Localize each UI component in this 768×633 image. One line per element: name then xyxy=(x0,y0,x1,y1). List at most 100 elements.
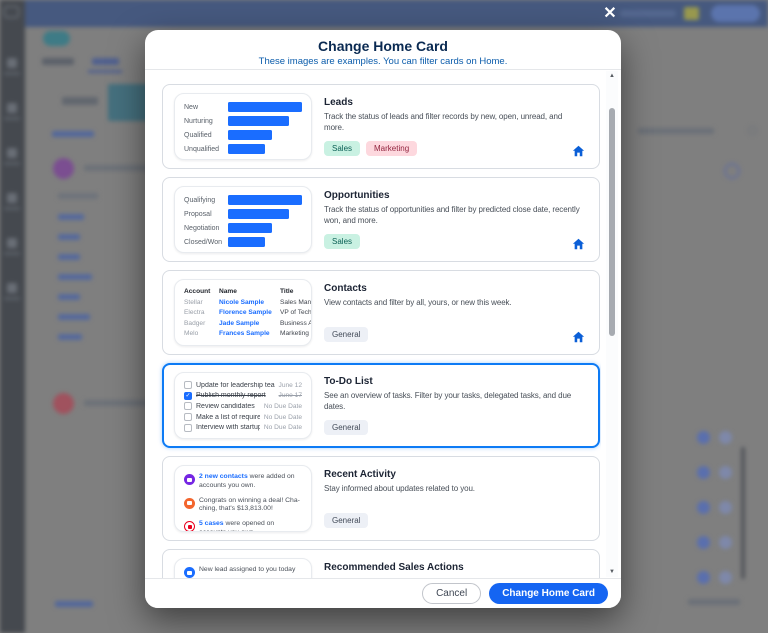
table-header: Title xyxy=(280,288,294,295)
bar-label: Negotiation xyxy=(184,224,220,232)
card-content: Leads Track the status of leads and filt… xyxy=(324,94,588,159)
card-content: Contacts View contacts and filter by all… xyxy=(324,280,588,345)
table-cell: Melo xyxy=(184,330,199,338)
bar-label: Closed/Won xyxy=(184,238,223,246)
table-cell-link: Frances Sample xyxy=(219,330,270,338)
background-scrollbar xyxy=(741,447,745,579)
case-icon xyxy=(184,521,195,531)
app-sidebar xyxy=(0,0,25,633)
sidebar-item-icon xyxy=(7,103,17,113)
tab-blur xyxy=(42,58,74,65)
row-action-icon xyxy=(719,536,732,549)
sidebar-item-label xyxy=(4,162,20,165)
todo-label: Update for leadership team xyxy=(196,381,275,389)
row-action-icon xyxy=(697,536,710,549)
card-title: Recent Activity xyxy=(324,469,396,480)
checkbox-icon: ✓ xyxy=(184,413,192,422)
opportunities-preview-chart: Qualifying Proposal Negotiation Closed/W… xyxy=(174,186,312,253)
row-action-icon xyxy=(697,501,710,514)
card-leads[interactable]: New Nurturing Qualified Unqualified Lead… xyxy=(162,84,600,169)
link-blur xyxy=(58,214,84,220)
row-action-icon xyxy=(719,501,732,514)
card-title: Leads xyxy=(324,97,353,108)
modal-header: Change Home Card These images are exampl… xyxy=(145,30,621,70)
modal-scrollbar[interactable]: ▲ ▼ xyxy=(606,71,618,577)
card-title: To-Do List xyxy=(324,376,373,387)
close-icon[interactable]: ✕ xyxy=(603,5,617,22)
link-blur xyxy=(52,131,94,137)
todo-date: June 17 xyxy=(278,392,302,400)
text-blur xyxy=(638,128,714,134)
todo-label: Interview with startup xyxy=(196,424,260,432)
bar-track xyxy=(228,116,302,126)
app-logo-blur xyxy=(43,31,70,46)
link-blur xyxy=(55,601,93,607)
change-home-card-button[interactable]: Change Home Card xyxy=(489,583,608,604)
table-header: Name xyxy=(219,288,237,295)
card-contacts[interactable]: Account Name Title Stellar Nicole Sample… xyxy=(162,270,600,355)
scrollbar-thumb[interactable] xyxy=(609,108,615,336)
avatar xyxy=(53,393,74,414)
link-blur xyxy=(58,254,80,260)
card-content: To-Do List See an overview of tasks. Fil… xyxy=(324,373,588,438)
avatar xyxy=(53,158,74,179)
todo-date: No Due Date xyxy=(263,424,302,432)
checkbox-icon: ✓ xyxy=(184,381,192,390)
card-content: Recommended Sales Actions Speed up your … xyxy=(324,559,588,578)
tag-row: General xyxy=(324,327,369,342)
refresh-icon xyxy=(748,126,757,135)
card-title: Opportunities xyxy=(324,190,390,201)
bar-track xyxy=(228,223,302,233)
cancel-button[interactable]: Cancel xyxy=(422,583,482,604)
table-cell: Stellar xyxy=(184,298,203,306)
activity-item: 5 cases were opened on accounts you own. xyxy=(184,520,302,531)
scroll-down-icon[interactable]: ▼ xyxy=(609,569,615,575)
bar-track xyxy=(228,102,302,112)
text-blur xyxy=(58,193,98,199)
link-blur xyxy=(58,314,90,320)
table-cell-link: Jade Sample xyxy=(219,319,260,327)
tag-general: General xyxy=(324,513,369,528)
bar xyxy=(228,195,302,205)
activity-text: Congrats on winning a deal! Cha-ching, t… xyxy=(199,496,300,513)
table-header: Account xyxy=(184,288,211,295)
todo-item: ✓ Make a list of requirements No Due Dat… xyxy=(184,412,302,423)
activity-text: 5 cases were opened on accounts you own. xyxy=(199,520,275,531)
tag-general: General xyxy=(324,420,369,435)
card-recommended-sales-actions[interactable]: New lead assigned to you today Recommend… xyxy=(162,549,600,578)
todo-label: Publish monthly report xyxy=(196,392,266,400)
scroll-up-icon[interactable]: ▲ xyxy=(609,73,615,79)
card-description: See an overview of tasks. Filter by your… xyxy=(324,391,572,412)
row-action-icon xyxy=(697,431,710,444)
table-cell: Electra xyxy=(184,309,205,317)
tag-row: General xyxy=(324,513,369,528)
todo-date: No Due Date xyxy=(263,402,302,410)
row-action-icon xyxy=(719,431,732,444)
bar xyxy=(228,209,289,219)
sidebar-item-icon xyxy=(7,238,17,248)
check-icon: ✓ xyxy=(185,392,191,399)
home-icon xyxy=(572,145,585,157)
table-cell: VP of Technology xyxy=(280,309,312,317)
card-todo-list[interactable]: ✓ Update for leadership team June 12 ✓ P… xyxy=(162,363,600,448)
celebration-icon xyxy=(184,497,195,509)
card-recent-activity[interactable]: 2 new contacts were added on accounts yo… xyxy=(162,456,600,541)
header-text-blur xyxy=(620,10,676,17)
table-cell: Badger xyxy=(184,319,206,327)
bar-track xyxy=(228,144,302,154)
bar-label: Qualifying xyxy=(184,196,216,204)
card-description: View contacts and filter by all, yours, … xyxy=(324,298,512,307)
contacts-preview-table: Account Name Title Stellar Nicole Sample… xyxy=(174,279,312,346)
activity-item: Congrats on winning a deal! Cha-ching, t… xyxy=(184,497,302,515)
bar-label: Proposal xyxy=(184,210,212,218)
home-icon xyxy=(572,238,585,250)
table-cell: Business Analyst xyxy=(280,319,311,327)
row-action-icon xyxy=(719,466,732,479)
tag-sales: Sales xyxy=(324,234,361,249)
card-opportunities[interactable]: Qualifying Proposal Negotiation Closed/W… xyxy=(162,177,600,262)
table-cell-link: Nicole Sample xyxy=(219,298,265,306)
tag-general: General xyxy=(324,327,369,342)
text-blur xyxy=(688,599,740,605)
bar-track xyxy=(228,195,302,205)
